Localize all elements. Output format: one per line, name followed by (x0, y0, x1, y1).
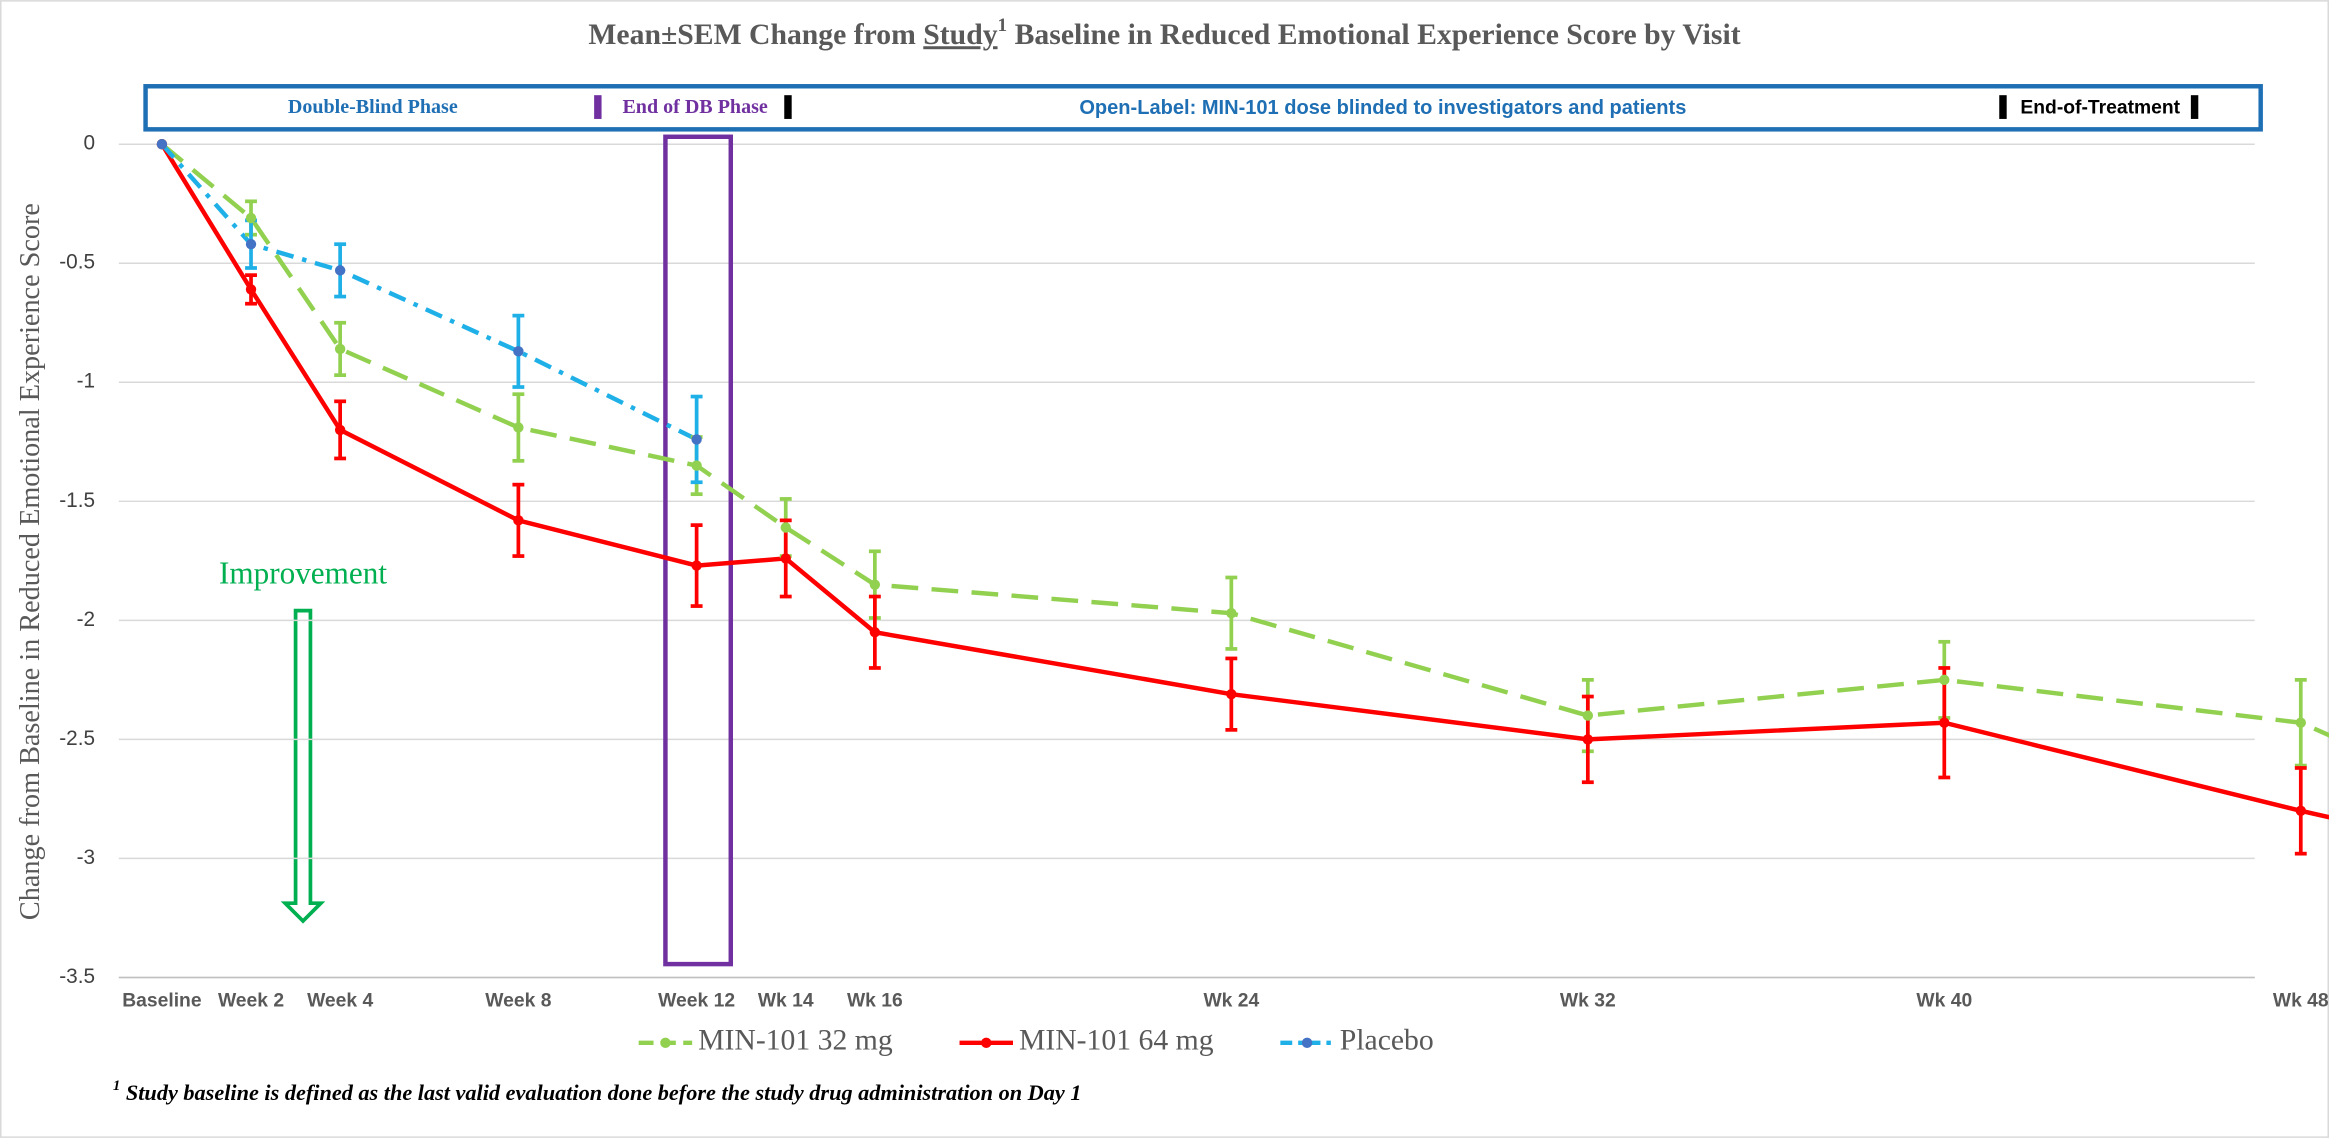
legend-marker (660, 1037, 671, 1049)
data-point (245, 212, 257, 224)
x-tick-label: Wk 48 (2273, 990, 2329, 1011)
data-point (245, 284, 257, 295)
y-axis-label: Change from Baseline in Reduced Emotiona… (15, 203, 46, 920)
legend-marker (981, 1037, 992, 1049)
title-part: Baseline in Reduced Emotional Experience… (1007, 19, 1741, 51)
y-tick-label: -3.5 (59, 965, 95, 988)
phase-label: Double-Blind Phase (288, 96, 458, 118)
phase-label: End of DB Phase (622, 96, 767, 118)
data-point (245, 238, 257, 250)
data-point (513, 422, 524, 433)
phase-marker (1999, 95, 2007, 119)
highlight-box (663, 134, 734, 967)
phase-label: End-of-Treatment (2020, 98, 2180, 119)
footnote-part: Study baseline is defined as the last va… (120, 1080, 1081, 1105)
legend-label: MIN-101 32 mg (698, 1025, 893, 1057)
data-point (2295, 805, 2306, 817)
data-point (1582, 710, 1594, 721)
phase-marker (784, 95, 792, 119)
phase-banner (143, 84, 2263, 132)
y-tick-label: -2 (77, 608, 95, 631)
data-point (2295, 717, 2306, 728)
y-tick-label: -1.5 (59, 489, 95, 512)
data-point (334, 424, 346, 436)
data-point (1226, 688, 1237, 700)
data-point (1939, 717, 1950, 728)
y-tick-label: -1 (77, 370, 95, 393)
y-tick-label: -2.5 (59, 727, 95, 750)
title-part: Study (923, 19, 997, 51)
data-point (691, 560, 702, 571)
x-tick-label: Week 2 (218, 990, 284, 1011)
legend-label: Placebo (1340, 1025, 1434, 1057)
x-tick-label: Wk 40 (1916, 990, 1972, 1011)
y-tick-label: -3 (77, 846, 95, 869)
legend-label: MIN-101 64 mg (1019, 1025, 1214, 1057)
title-part: 1 (998, 15, 1008, 36)
x-tick-label: Wk 32 (1560, 990, 1616, 1011)
y-tick-label: -0.5 (59, 251, 95, 274)
x-tick-label: Week 8 (485, 990, 551, 1011)
x-tick-label: Wk 24 (1203, 990, 1259, 1011)
footnote: 1 Study baseline is defined as the last … (113, 1078, 1082, 1105)
improvement-arrow (280, 608, 326, 924)
data-point (513, 515, 524, 526)
chart-title: Mean±SEM Change from Study1 Baseline in … (588, 15, 1740, 51)
data-point (691, 460, 702, 471)
data-point (1226, 608, 1237, 619)
annotation: Improvement (219, 556, 387, 591)
data-point (156, 138, 168, 150)
data-point (780, 553, 791, 564)
data-point (513, 346, 524, 357)
data-point (869, 627, 881, 638)
title-part: Mean±SEM Change from (588, 19, 923, 51)
x-tick-label: Week 4 (307, 990, 373, 1011)
x-tick-label: Baseline (122, 990, 202, 1011)
phase-marker (2190, 95, 2199, 119)
x-tick-label: Week 12 (658, 990, 735, 1011)
data-point (1939, 674, 1950, 686)
data-point (691, 434, 702, 445)
series-line (160, 142, 698, 442)
footnote-part: 1 (113, 1078, 120, 1094)
phase-label: Open-Label: MIN-101 dose blinded to inve… (1079, 97, 1686, 119)
x-tick-label: Wk 14 (758, 990, 814, 1011)
data-point (1582, 734, 1594, 745)
phase-marker (594, 95, 602, 119)
x-tick-label: Wk 16 (847, 990, 903, 1011)
y-tick-label: 0 (83, 132, 95, 155)
data-point (334, 343, 346, 355)
data-point (869, 579, 881, 590)
data-point (334, 265, 346, 276)
legend-marker (1301, 1037, 1313, 1049)
data-point (780, 522, 791, 533)
